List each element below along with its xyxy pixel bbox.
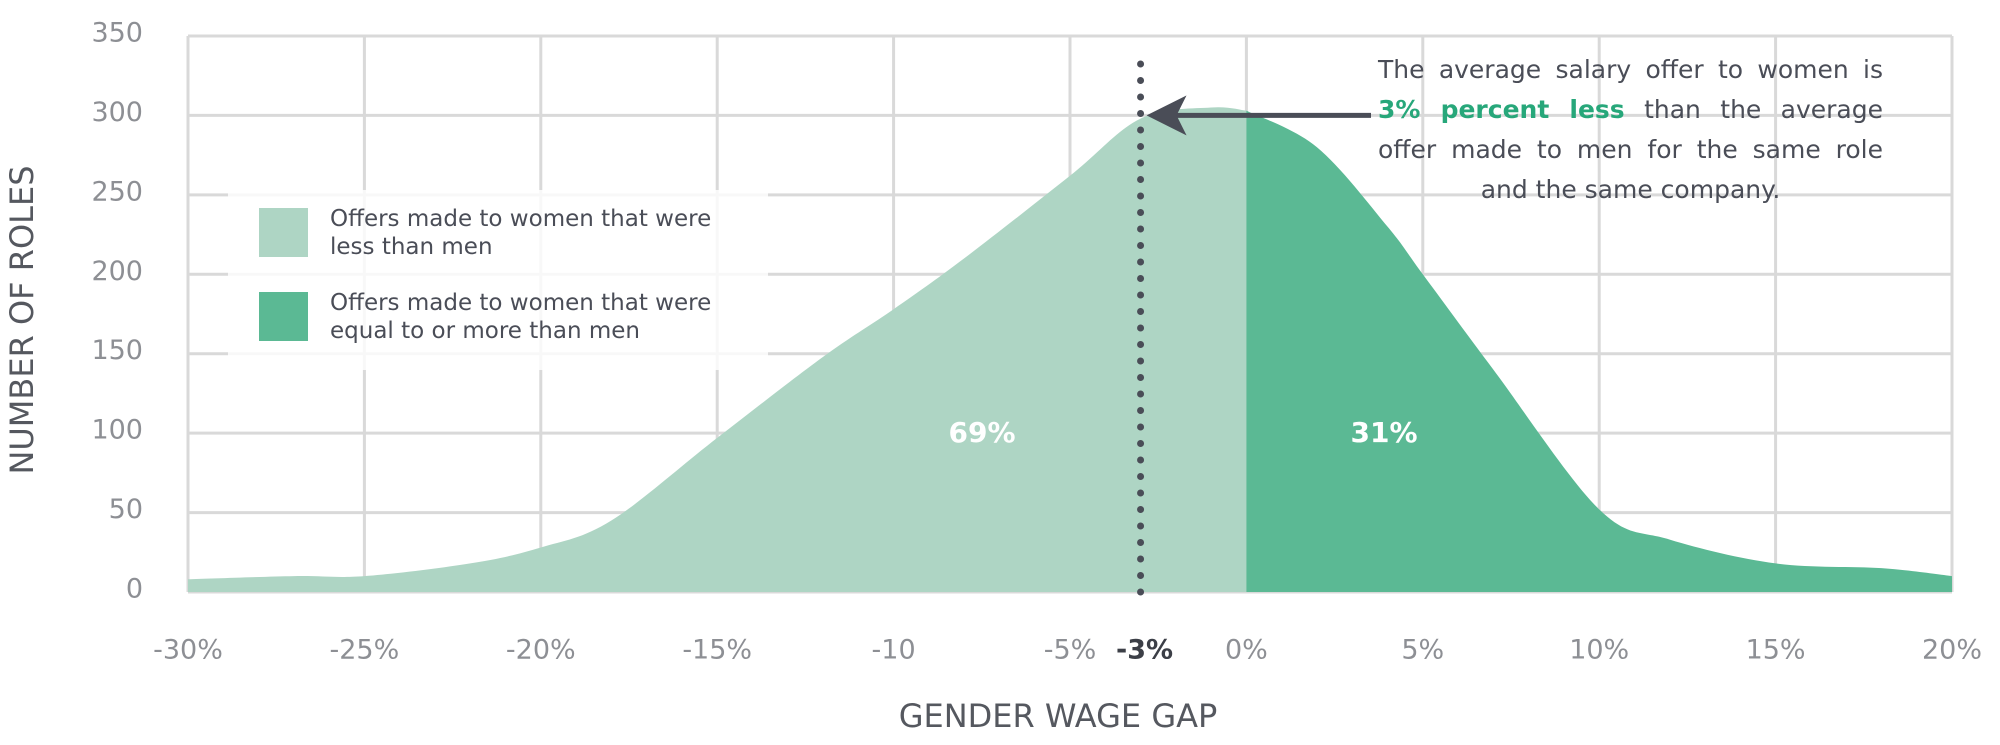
marker-label: -3% xyxy=(1116,635,1173,666)
area xyxy=(1246,110,1952,593)
share-label: 31% xyxy=(1350,416,1417,449)
y-tick-label: 0 xyxy=(126,574,143,605)
y-tick-label: 300 xyxy=(91,97,143,128)
y-tick-label: 100 xyxy=(91,415,143,446)
x-tick-label: -25% xyxy=(330,635,400,666)
y-tick-label: 250 xyxy=(91,176,143,207)
annotation-text: than the average offer made to men for t… xyxy=(1378,95,1884,204)
x-tick-label: 15% xyxy=(1746,635,1806,666)
annotation-text: The average salary offer to women is xyxy=(1378,55,1883,84)
x-tick-label: -20% xyxy=(506,635,576,666)
annotation-highlight: 3% percent less xyxy=(1378,95,1625,124)
y-tick-label: 200 xyxy=(91,256,143,287)
x-axis-title: GENDER WAGE GAP xyxy=(899,697,1218,735)
legend-label: Offers made to women that were equal to o… xyxy=(330,290,711,344)
y-axis-title: NUMBER OF ROLES xyxy=(3,165,41,474)
y-tick-label: 150 xyxy=(91,335,143,366)
y-tick-label: 350 xyxy=(91,18,143,49)
area xyxy=(188,107,1247,592)
x-tick-label: 5% xyxy=(1401,635,1444,666)
annotation: The average salary offer to women is 3% … xyxy=(1378,50,1883,210)
legend-label: Offers made to women that were less than … xyxy=(330,206,711,260)
legend-background xyxy=(228,190,768,370)
x-tick-label: -5% xyxy=(1044,635,1097,666)
legend-swatch xyxy=(259,208,308,257)
y-tick-label: 50 xyxy=(109,494,143,525)
x-tick-label: 0% xyxy=(1225,635,1268,666)
share-label: 69% xyxy=(948,416,1015,449)
x-tick-label: -10 xyxy=(872,635,916,666)
legend: Offers made to women that were less than … xyxy=(228,190,768,370)
overlay: 69% 31% xyxy=(948,48,1418,596)
areas xyxy=(188,107,1952,593)
x-tick-label: 20% xyxy=(1922,635,1982,666)
x-tick-label: -30% xyxy=(153,635,223,666)
x-tick-label: 10% xyxy=(1569,635,1629,666)
x-tick-label: -15% xyxy=(682,635,752,666)
legend-swatch xyxy=(259,292,308,341)
